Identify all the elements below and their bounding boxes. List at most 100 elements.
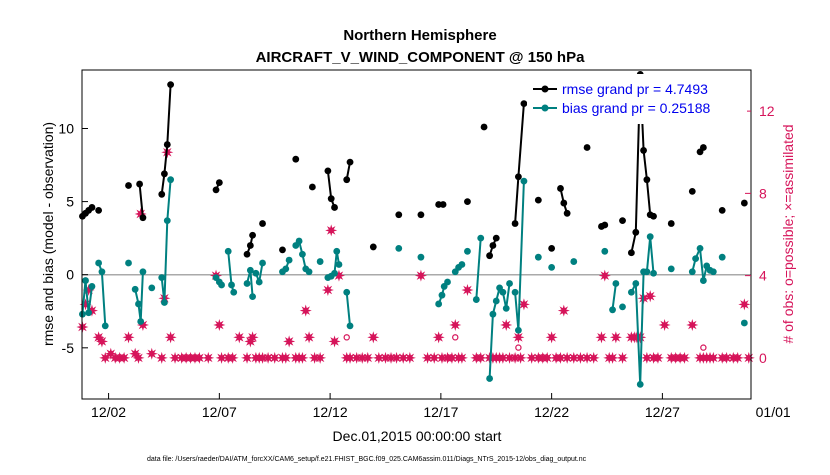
obs-assimilated-marker bbox=[731, 351, 744, 364]
bias-point bbox=[438, 291, 446, 299]
obs-assimilated-marker bbox=[574, 351, 587, 364]
obs-possible-marker bbox=[515, 344, 522, 351]
rmse-point bbox=[560, 199, 568, 207]
obs-assimilated-marker bbox=[720, 351, 733, 364]
obs-assimilated-marker bbox=[455, 351, 468, 364]
rmse-point bbox=[480, 123, 488, 131]
bias-point bbox=[131, 285, 139, 293]
obs-assimilated-marker bbox=[155, 351, 168, 364]
rmse-point bbox=[439, 201, 447, 208]
obs-assimilated-marker bbox=[132, 351, 145, 364]
bias-point bbox=[612, 280, 620, 287]
rmse-point bbox=[640, 147, 647, 154]
x-tick-label: 12/02 bbox=[91, 404, 126, 420]
obs-assimilated-marker bbox=[595, 331, 608, 344]
bias-point bbox=[85, 309, 93, 317]
bias-point bbox=[515, 326, 522, 334]
obs-assimilated-marker bbox=[557, 304, 570, 317]
bias-point bbox=[489, 310, 497, 318]
obs-assimilated-marker bbox=[512, 331, 525, 344]
obs-assimilated-marker bbox=[241, 351, 254, 364]
obs-assimilated-marker bbox=[428, 351, 441, 364]
bias-point bbox=[534, 253, 542, 261]
bias-point bbox=[282, 265, 290, 273]
obs-assimilated-marker bbox=[414, 269, 427, 282]
obs-assimilated-marker bbox=[445, 351, 458, 364]
bias-point bbox=[95, 259, 103, 267]
rmse-point bbox=[212, 186, 220, 194]
obs-assimilated-marker bbox=[567, 351, 580, 364]
obs-assimilated-marker bbox=[328, 335, 341, 348]
obs-possible-marker bbox=[343, 334, 350, 341]
obs-assimilated-marker bbox=[226, 351, 239, 364]
rmse-point bbox=[583, 144, 591, 151]
data-file-footer: data file: /Users/raeder/DAI/ATM_forcXX/… bbox=[147, 456, 587, 463]
obs-assimilated-marker bbox=[517, 298, 530, 311]
obs-assimilated-marker bbox=[314, 351, 327, 364]
obs-assimilated-marker bbox=[686, 318, 699, 331]
bias-point bbox=[601, 247, 609, 255]
x-tick-label: 12/07 bbox=[202, 404, 237, 420]
bias-point bbox=[246, 266, 254, 274]
bias-point bbox=[167, 176, 175, 184]
obs-assimilated-marker bbox=[651, 351, 664, 364]
legend: rmse grand pr = 4.7493 bias grand pr = 0… bbox=[527, 74, 747, 124]
bias-point bbox=[650, 269, 657, 277]
bias-point bbox=[696, 244, 704, 252]
rmse-point bbox=[486, 252, 494, 260]
rmse-point bbox=[563, 209, 571, 217]
obs-assimilated-marker bbox=[344, 351, 357, 364]
rmse-point bbox=[515, 173, 522, 181]
bias-point bbox=[249, 293, 256, 301]
obs-assimilated-marker bbox=[514, 351, 527, 364]
bias-point bbox=[643, 268, 651, 276]
rmse-line bbox=[160, 84, 172, 195]
legend-box bbox=[527, 74, 747, 124]
rmse-point bbox=[627, 249, 635, 257]
bias-point bbox=[125, 259, 132, 267]
rmse-point bbox=[215, 179, 223, 186]
obs-assimilated-marker bbox=[213, 318, 226, 331]
rmse-point bbox=[417, 211, 425, 219]
bias-point bbox=[619, 303, 626, 311]
rmse-point bbox=[520, 100, 528, 108]
bias-line bbox=[475, 238, 482, 300]
axes: -5 0 5 10 0 4 8 12 12/02 12/07 12/12 12/17 12/22 12/2… bbox=[58, 103, 790, 420]
bias-point bbox=[161, 299, 168, 306]
obs-assimilated-marker bbox=[233, 331, 246, 344]
obs-assimilated-marker bbox=[474, 351, 487, 364]
rmse-point bbox=[619, 217, 626, 225]
bias-point bbox=[158, 274, 166, 282]
rmse-point bbox=[139, 214, 147, 222]
obs-assimilated-marker bbox=[390, 351, 403, 364]
rmse-point bbox=[279, 246, 286, 254]
bias-point bbox=[98, 268, 106, 276]
bias-point bbox=[343, 288, 351, 296]
x-tick-label: 12/27 bbox=[645, 404, 680, 420]
y-tick-label: 10 bbox=[58, 120, 74, 136]
bias-point bbox=[255, 278, 263, 286]
rmse-point bbox=[292, 155, 300, 163]
bias-point bbox=[699, 277, 707, 284]
bias-line bbox=[488, 283, 511, 379]
rmse-point bbox=[667, 220, 675, 227]
obs-assimilated-marker bbox=[95, 335, 108, 348]
obs-assimilated-marker bbox=[268, 351, 281, 364]
rmse-point bbox=[327, 195, 335, 203]
obs-assimilated-marker bbox=[299, 304, 312, 317]
bias-line bbox=[611, 283, 617, 310]
rmse-point bbox=[331, 204, 338, 211]
rmse-point bbox=[249, 231, 256, 239]
obs-assimilated-marker bbox=[606, 351, 619, 364]
rmse-point bbox=[167, 81, 175, 89]
bias-line bbox=[345, 292, 351, 326]
rmse-point bbox=[534, 196, 542, 204]
obs-assimilated-marker bbox=[122, 331, 135, 344]
obs-assimilated-marker bbox=[145, 347, 158, 360]
obs-assimilated-marker bbox=[640, 351, 653, 364]
rmse-point bbox=[464, 198, 471, 206]
obs-assimilated-marker bbox=[616, 351, 629, 364]
bias-line bbox=[630, 236, 655, 385]
bias-point bbox=[435, 300, 443, 308]
obs-assimilated-marker bbox=[372, 351, 385, 364]
